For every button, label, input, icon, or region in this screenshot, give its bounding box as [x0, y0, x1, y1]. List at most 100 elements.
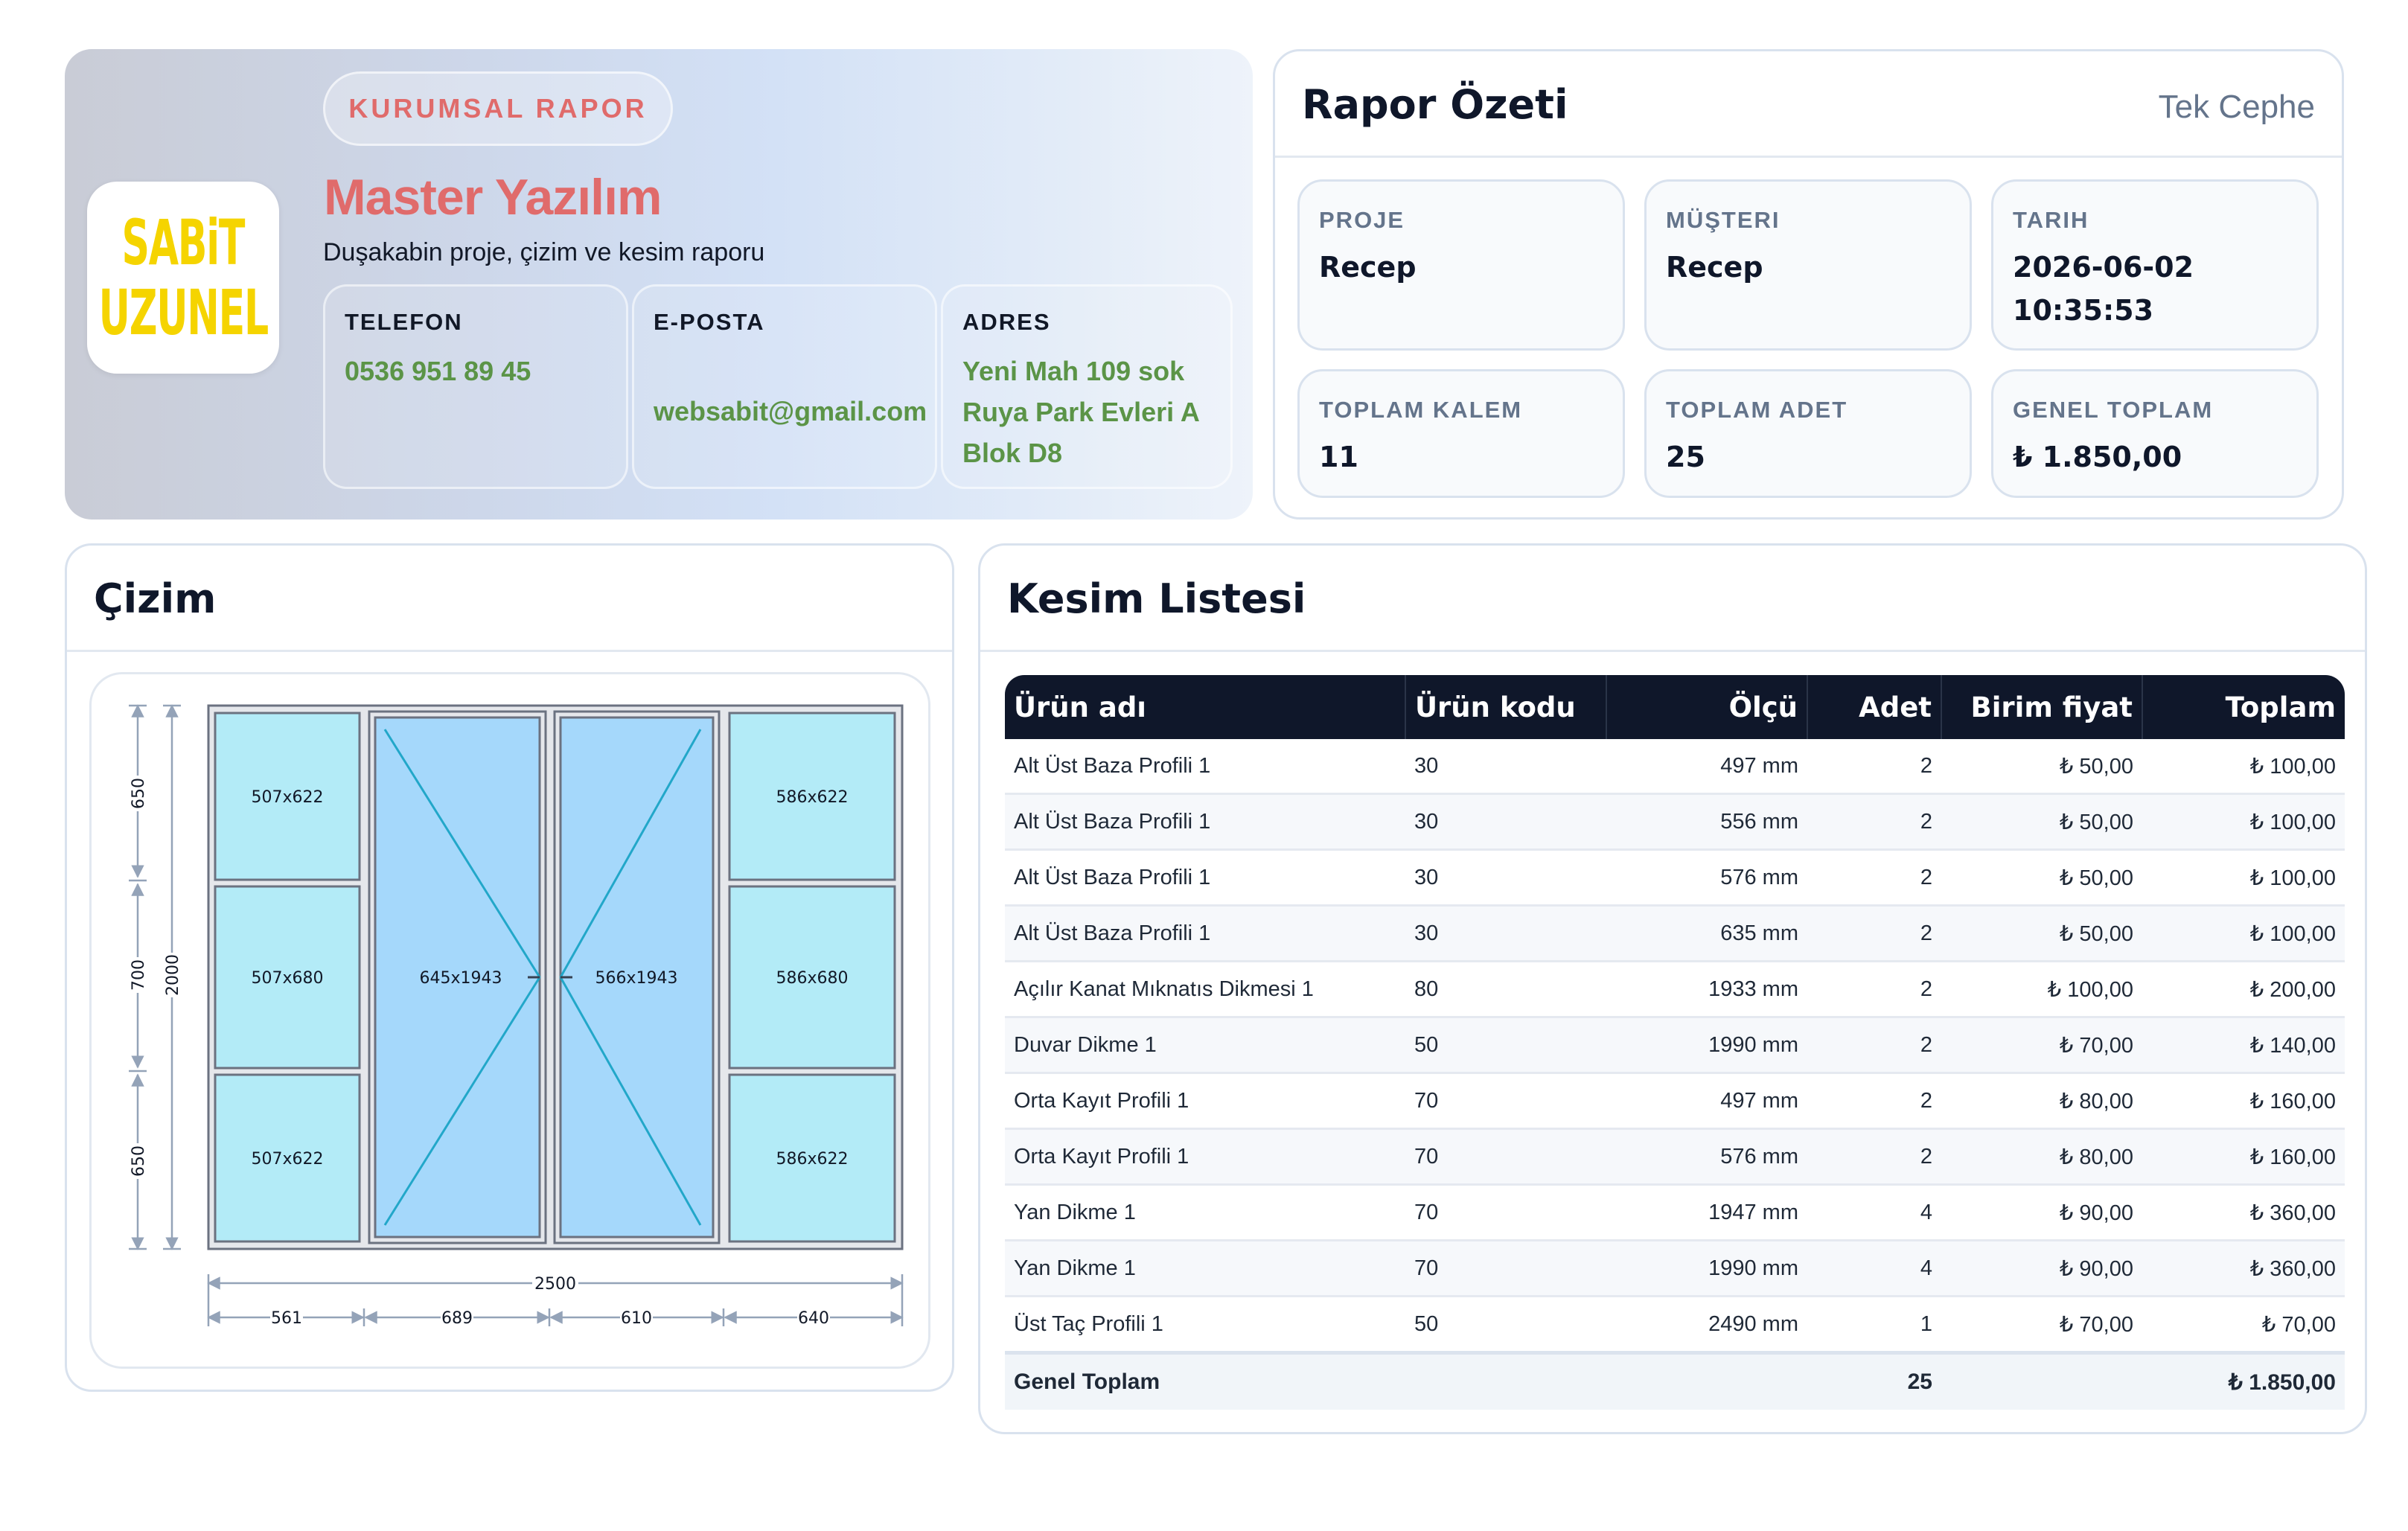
table-row: Alt Üst Baza Profili 1 30 576 mm 2 ₺ 50,00 ₺ …	[1005, 849, 2345, 907]
column-header-unit-price: Birim fiyat	[1941, 675, 2142, 739]
summary-title: Rapor Özeti	[1302, 81, 1568, 128]
cell-product-code: 80	[1405, 961, 1606, 1018]
cell-quantity: 2	[1807, 961, 1941, 1018]
panel-label: 586x680	[776, 969, 848, 988]
drawing-header: Çizim	[67, 546, 952, 652]
door-left-swing-line	[383, 977, 541, 1226]
cell-product-name: Alt Üst Baza Profili 1	[1005, 905, 1405, 962]
table-row: Alt Üst Baza Profili 1 30 556 mm 2 ₺ 50,00 ₺ …	[1005, 793, 2345, 851]
drawing-card: Çizim	[65, 543, 954, 1392]
cut-list-card: Kesim Listesi Ürün adı Ürün kodu Ölçü Ad…	[978, 543, 2367, 1434]
dim-width-door-left: 689	[441, 1309, 473, 1328]
cell-product-name: Alt Üst Baza Profili 1	[1005, 739, 1405, 795]
panel-label: 507x680	[251, 969, 323, 988]
stat-value: 25	[1666, 441, 1705, 473]
contact-email-box: E-POSTA websabit@gmail.com	[632, 284, 937, 489]
table-row: Yan Dikme 1 70 1947 mm 4 ₺ 90,00 ₺ 360,00	[1005, 1184, 2345, 1241]
panel-label: 645x1943	[420, 969, 502, 988]
panel-left-top	[214, 712, 361, 881]
panel-label: 507x622	[251, 1150, 323, 1169]
table-header-row: Ürün adı Ürün kodu Ölçü Adet Birim fiyat…	[1005, 675, 2345, 739]
cell-product-code: 30	[1405, 793, 1606, 851]
cell-product-name: Üst Taç Profili 1	[1005, 1296, 1405, 1354]
logo-line-2: UZUNEL	[98, 276, 268, 349]
logo-line-1: SABiT	[121, 206, 246, 279]
column-header-size: Ölçü	[1606, 675, 1807, 739]
cell-product-code: 30	[1405, 905, 1606, 962]
stat-label: PROJE	[1319, 207, 1405, 233]
company-logo: SABiT UZUNEL	[87, 182, 279, 374]
cell-size: 2490 mm	[1606, 1296, 1807, 1354]
contact-email-label: E-POSTA	[654, 309, 765, 335]
panel-label: 507x622	[251, 788, 323, 807]
cell-unit-price: ₺ 100,00	[1941, 961, 2142, 1018]
dim-width-door-right: 610	[621, 1309, 652, 1328]
cell-quantity: 4	[1807, 1240, 1941, 1297]
panel-label: 566x1943	[595, 969, 678, 988]
cell-product-code: 70	[1405, 1128, 1606, 1186]
cell-total: ₺ 100,00	[2142, 793, 2345, 851]
stat-value: 2026-06-02 10:35:53	[2013, 251, 2194, 327]
panel-label: 586x622	[776, 1150, 848, 1169]
column-header-product-code: Ürün kodu	[1405, 675, 1606, 739]
company-name: Master Yazılım	[324, 169, 662, 226]
dim-height-total: 2000	[164, 954, 182, 996]
cut-list-table: Ürün adı Ürün kodu Ölçü Adet Birim fiyat…	[1005, 675, 2345, 1410]
footer-label: Genel Toplam	[1005, 1351, 1405, 1410]
cell-product-name: Alt Üst Baza Profili 1	[1005, 849, 1405, 907]
company-description: Duşakabin proje, çizim ve kesim raporu	[323, 238, 765, 266]
cell-total: ₺ 160,00	[2142, 1128, 2345, 1186]
stat-label: TOPLAM ADET	[1666, 397, 1848, 423]
drawing-title: Çizim	[94, 575, 217, 622]
stat-project: PROJE Recep	[1297, 179, 1625, 351]
cell-total: ₺ 360,00	[2142, 1184, 2345, 1241]
cell-quantity: 1	[1807, 1296, 1941, 1354]
cell-unit-price: ₺ 70,00	[1941, 1296, 2142, 1354]
table-row: Orta Kayıt Profili 1 70 497 mm 2 ₺ 80,00 ₺ 16…	[1005, 1073, 2345, 1130]
column-header-quantity: Adet	[1807, 675, 1941, 739]
panel-right-top	[728, 712, 896, 881]
stat-grand-total: GENEL TOPLAM ₺ 1.850,00	[1991, 369, 2319, 498]
dim-width-total: 2500	[534, 1275, 576, 1294]
cell-product-code: 30	[1405, 849, 1606, 907]
cell-total: ₺ 140,00	[2142, 1017, 2345, 1074]
dim-width-right: 640	[798, 1309, 829, 1328]
door-right-swing-line	[559, 729, 702, 978]
column-header-total: Toplam	[2142, 675, 2345, 739]
dim-width-left: 561	[271, 1309, 302, 1328]
cell-product-code: 50	[1405, 1017, 1606, 1074]
table-row: Alt Üst Baza Profili 1 30 497 mm 2 ₺ 50,00 ₺ …	[1005, 739, 2345, 795]
company-header-card: SABiT UZUNEL KURUMSAL RAPOR Master Yazıl…	[65, 49, 1253, 520]
cell-unit-price: ₺ 90,00	[1941, 1240, 2142, 1297]
cell-unit-price: ₺ 80,00	[1941, 1073, 2142, 1130]
cell-quantity: 2	[1807, 1073, 1941, 1130]
cell-unit-price: ₺ 80,00	[1941, 1128, 2142, 1186]
stat-value: Recep	[1666, 251, 1763, 284]
cell-product-name: Yan Dikme 1	[1005, 1240, 1405, 1297]
contact-email-value[interactable]: websabit@gmail.com	[654, 396, 927, 426]
cell-size: 556 mm	[1606, 793, 1807, 851]
cell-size: 1990 mm	[1606, 1240, 1807, 1297]
cell-total: ₺ 100,00	[2142, 849, 2345, 907]
cell-size: 576 mm	[1606, 1128, 1807, 1186]
cell-unit-price: ₺ 70,00	[1941, 1017, 2142, 1074]
footer-quantity: 25	[1807, 1351, 1941, 1410]
shower-cabin-drawing: 507x622 507x680 507x622 645x1943 566x194…	[129, 704, 904, 1328]
cell-size: 1990 mm	[1606, 1017, 1807, 1074]
stat-value: Recep	[1319, 251, 1417, 284]
panel-label: 586x622	[776, 788, 848, 807]
cell-quantity: 4	[1807, 1184, 1941, 1241]
cell-quantity: 2	[1807, 739, 1941, 795]
cell-size: 497 mm	[1606, 1073, 1807, 1130]
table-row: Yan Dikme 1 70 1990 mm 4 ₺ 90,00 ₺ 360,00	[1005, 1240, 2345, 1297]
cell-product-code: 70	[1405, 1240, 1606, 1297]
cell-unit-price: ₺ 50,00	[1941, 905, 2142, 962]
cell-product-name: Orta Kayıt Profili 1	[1005, 1073, 1405, 1130]
stat-value: 11	[1319, 441, 1358, 473]
cell-product-name: Alt Üst Baza Profili 1	[1005, 793, 1405, 851]
panel-left-mid	[214, 885, 361, 1070]
footer-empty-cell	[1941, 1351, 2142, 1410]
cell-total: ₺ 160,00	[2142, 1073, 2345, 1130]
stat-total-quantity: TOPLAM ADET 25	[1644, 369, 1972, 498]
contact-address-box: ADRES Yeni Mah 109 sok Ruya Park Evleri …	[941, 284, 1233, 489]
